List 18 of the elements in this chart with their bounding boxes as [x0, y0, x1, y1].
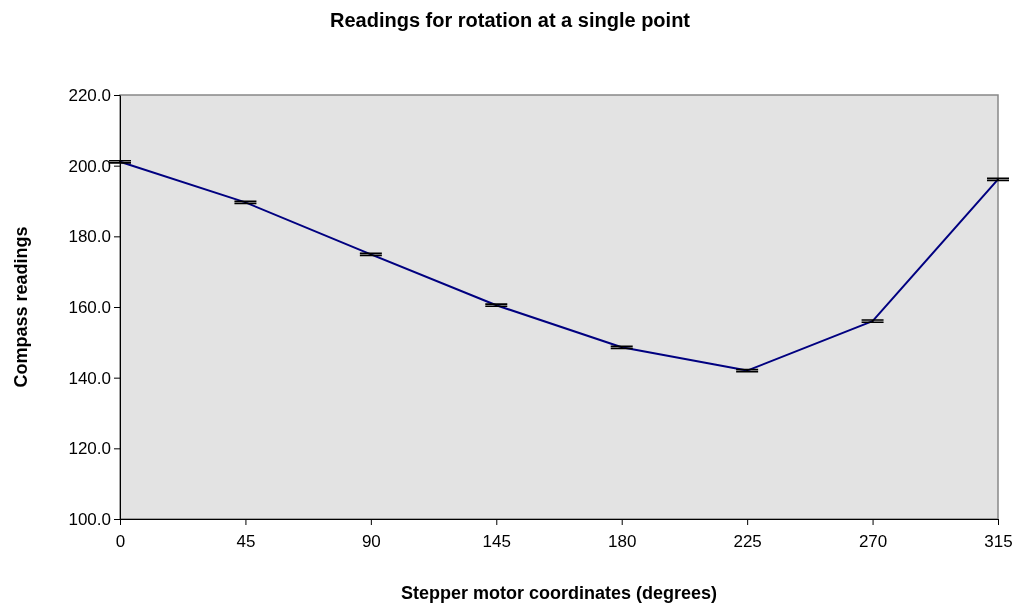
- x-tick-label: 90: [361, 531, 381, 551]
- x-tick-label: 145: [482, 531, 511, 551]
- x-tick-label: 270: [858, 531, 888, 551]
- x-tick-label: 180: [608, 531, 637, 551]
- x-tick-label: 315: [984, 531, 1013, 551]
- y-tick-label: 180.0: [68, 227, 111, 247]
- y-tick-label: 140.0: [68, 368, 111, 388]
- x-axis-title: Stepper motor coordinates (degrees): [400, 583, 718, 603]
- y-tick-label: 120.0: [68, 439, 111, 459]
- y-tick-label: 200.0: [68, 156, 111, 176]
- x-tick-label: 45: [236, 531, 256, 551]
- y-tick-label: 100.0: [68, 509, 111, 529]
- x-tick-label: 225: [733, 531, 762, 551]
- y-axis-title: Compass readings: [11, 226, 31, 388]
- y-tick-label: 160.0: [68, 297, 111, 317]
- chart-title: Readings for rotation at a single point: [329, 9, 691, 31]
- y-tick-label: 220.0: [68, 85, 111, 105]
- x-tick-label: 0: [115, 531, 126, 551]
